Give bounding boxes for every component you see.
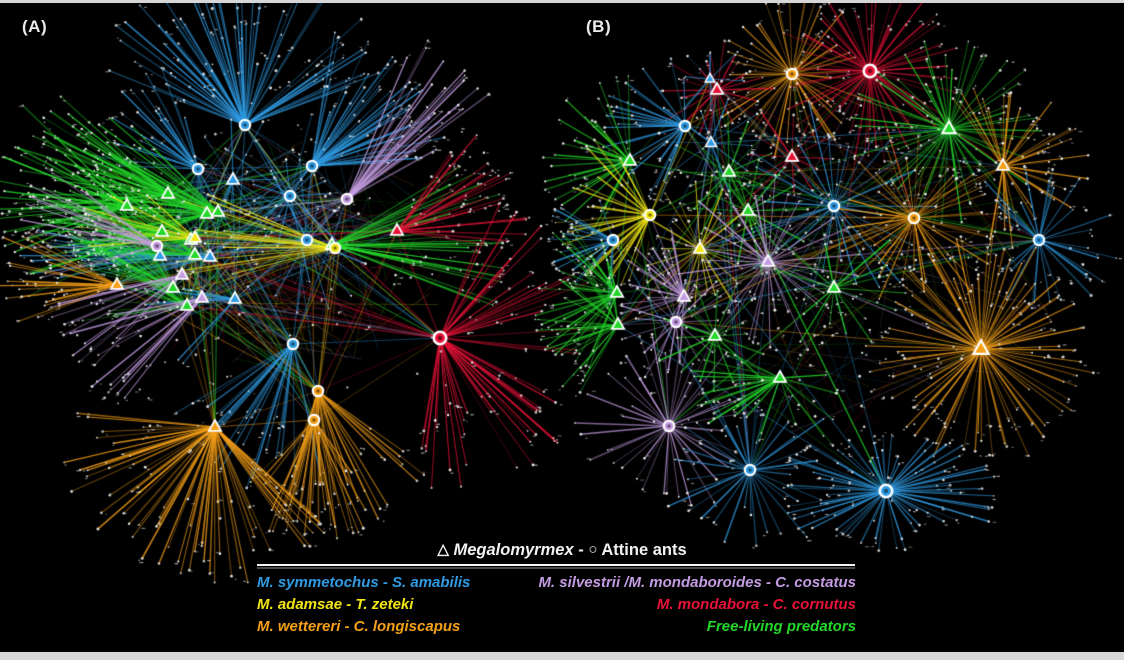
attine-circle-icon: ○: [588, 541, 598, 558]
legend-header-dash: -: [578, 541, 584, 559]
legend-entry-left: M. adamsae - T. zeteki: [257, 596, 414, 613]
legend-entry-right: M. mondabora - C. cornutus: [656, 596, 856, 613]
legend-entry-right: M. silvestrii /M. mondaboroides - C. cos…: [538, 574, 856, 591]
network-graph-canvas: [0, 3, 1124, 652]
panel-b-label: (B): [586, 17, 612, 36]
legend-row: M. wettereri - C. longiscapus Free-living…: [257, 616, 856, 638]
attine-label: Attine ants: [601, 541, 687, 559]
legend-header: △ Megalomyrmex - ○ Attine ants: [437, 541, 686, 560]
panel-a-label: (A): [22, 17, 48, 36]
legend-entry-right: Free-living predators: [706, 618, 856, 635]
legend-row: M. symmetochus - S. amabilis M. silvestri…: [257, 572, 856, 594]
legend-entry-left: M. wettereri - C. longiscapus: [257, 618, 461, 635]
legend-entry-left: M. symmetochus - S. amabilis: [257, 574, 471, 591]
legend-rows: M. symmetochus - S. amabilis M. silvestri…: [257, 572, 856, 638]
megalomyrmex-triangle-icon: △: [437, 541, 449, 558]
legend-divider: [257, 564, 855, 566]
megalomyrmex-label: Megalomyrmex: [453, 541, 574, 559]
legend-row: M. adamsae - T. zeteki M. mondabora - C. …: [257, 594, 856, 616]
